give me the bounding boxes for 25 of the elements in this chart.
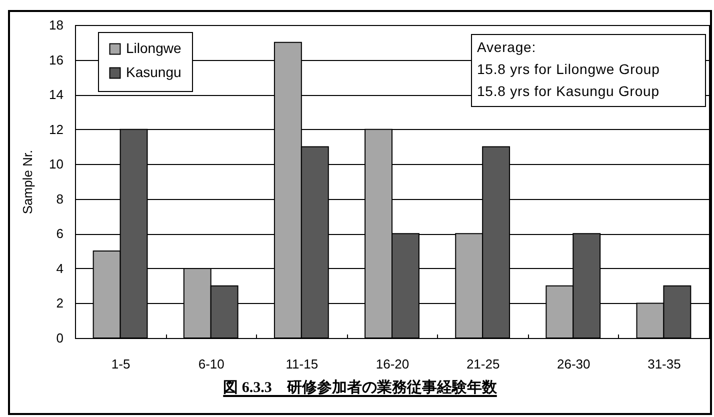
- x-tick-label: 6-10: [198, 356, 224, 372]
- x-tick-label: 11-15: [286, 356, 318, 372]
- x-tick-label: 21-25: [466, 356, 500, 372]
- x-tick-label: 1-5: [111, 356, 130, 372]
- legend-label: Lilongwe: [126, 40, 182, 56]
- text-box: Average: 15.8 yrs for Lilongwe Group 15.8 yrs for Kasungu Group: [471, 34, 706, 107]
- y-tick-label: 8: [56, 191, 64, 206]
- annotation: 15.8 yrs for Lilongwe Group: [477, 60, 661, 79]
- legend-label: Kasungu: [126, 64, 182, 80]
- y-tick-label: 6: [56, 226, 64, 242]
- y-tick-label: 12: [49, 122, 64, 137]
- y-axis-title: Sample Nr.: [20, 150, 36, 214]
- x-tick-label: 16-20: [376, 356, 410, 372]
- y-tick-label: 2: [56, 296, 64, 311]
- text: 図 6.3.3 研修参加者の業務従事経験年数: [222, 378, 498, 397]
- annotation: 15.8 yrs for Kasungu Group: [477, 82, 660, 101]
- y-tick-label: 0: [56, 330, 64, 346]
- y-tick-label: 16: [49, 52, 64, 68]
- y-tick-label: 18: [49, 18, 64, 32]
- annotation: Average:: [477, 38, 537, 57]
- y-tick-label: 4: [56, 260, 64, 276]
- x-tick-label: 26-30: [557, 356, 590, 372]
- y-tick-label: 14: [49, 87, 64, 102]
- y-tick-label: 10: [49, 156, 64, 172]
- x-tick-label: 31-35: [648, 356, 681, 372]
